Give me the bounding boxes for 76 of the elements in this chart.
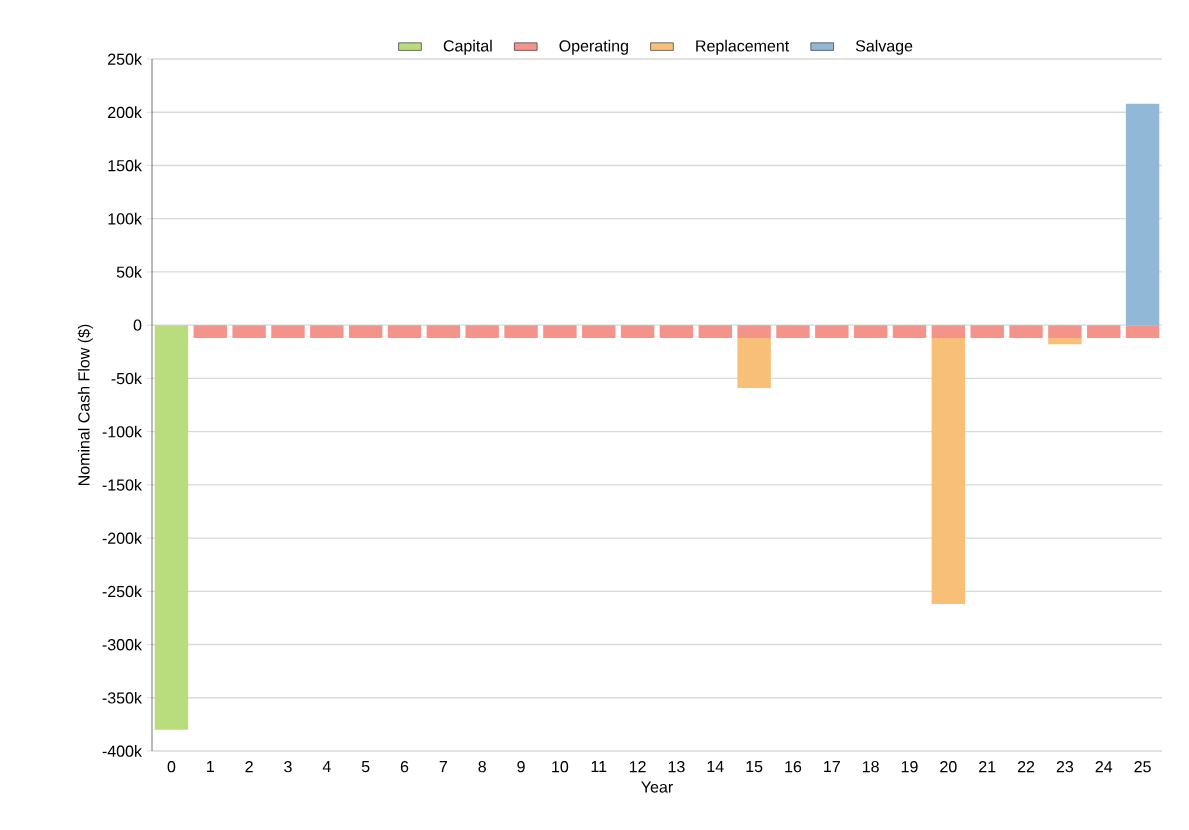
bar (931, 325, 966, 338)
x-tick-label: 0 (167, 761, 176, 773)
y-tick-label: -300k (102, 638, 142, 651)
bar (698, 325, 732, 338)
bar (426, 325, 461, 338)
bar (582, 325, 616, 338)
bar (348, 325, 383, 338)
y-tick-label: 50k (116, 266, 142, 278)
y-tick-label: -100k (102, 425, 142, 438)
y-tick-label: -350k (102, 691, 142, 704)
x-tick-label: 9 (517, 761, 525, 773)
y-tick-label: -50k (111, 372, 142, 385)
bar (1009, 325, 1043, 338)
x-tick-label: 2 (245, 761, 253, 773)
y-tick-label: 150k (108, 159, 142, 172)
x-tick-label: 14 (707, 761, 724, 773)
x-tick-label: 10 (552, 761, 569, 773)
x-tick-label: 19 (901, 761, 918, 773)
bar (154, 325, 189, 730)
x-tick-label: 7 (439, 761, 447, 773)
bar (776, 325, 810, 338)
x-tick-label: 3 (284, 761, 292, 773)
x-axis-title: Year (641, 781, 673, 793)
y-tick-label: 100k (108, 212, 142, 225)
x-tick-label: 22 (1017, 761, 1035, 773)
x-tick-label: 18 (862, 761, 879, 773)
legend-label: Operating (559, 39, 628, 55)
bar (1048, 337, 1082, 345)
x-tick-label: 15 (746, 761, 763, 773)
x-tick-label: 20 (940, 761, 957, 773)
y-tick-label: -200k (102, 532, 142, 544)
bar (892, 325, 927, 338)
bar (504, 325, 538, 338)
x-tick-label: 4 (322, 761, 331, 773)
bar (310, 325, 344, 338)
bar (931, 337, 966, 605)
x-tick-label: 6 (400, 761, 409, 773)
bar (737, 337, 771, 388)
bar (620, 325, 655, 338)
legend-label: Capital (443, 39, 492, 55)
x-tick-label: 8 (478, 761, 486, 773)
bar (815, 325, 849, 338)
x-tick-label: 16 (785, 761, 802, 773)
x-tick-label: 23 (1056, 761, 1074, 773)
bar (970, 325, 1004, 338)
x-tick-label: 1 (207, 761, 214, 773)
x-tick-label: 24 (1095, 761, 1113, 773)
y-tick-label: -400k (102, 745, 142, 757)
bar (232, 325, 266, 338)
x-tick-label: 13 (668, 761, 685, 773)
bar (1048, 325, 1082, 338)
bar (271, 325, 305, 338)
bar (1125, 325, 1160, 338)
x-tick-label: 11 (591, 761, 607, 773)
y-tick-label: -150k (102, 478, 142, 491)
bar (465, 325, 499, 338)
bar (387, 325, 422, 338)
y-axis-title: Nominal Cash Flow ($) (77, 324, 93, 486)
x-tick-label: 25 (1134, 761, 1151, 773)
bar (193, 325, 227, 338)
bar (1087, 325, 1121, 338)
y-tick-label: 200k (108, 106, 142, 119)
bar (737, 325, 771, 338)
x-tick-label: 12 (629, 761, 646, 773)
bar (543, 325, 577, 338)
x-tick-label: 17 (824, 761, 840, 773)
y-tick-label: 0 (133, 319, 142, 331)
legend-label: Salvage (855, 39, 913, 55)
y-tick-label: -250k (102, 585, 142, 598)
legend-label: Replacement (696, 39, 790, 55)
y-tick-label: 250k (108, 53, 142, 65)
bar (1125, 103, 1160, 326)
x-tick-label: 21 (979, 761, 996, 773)
bar (853, 325, 888, 338)
bar (659, 325, 694, 338)
x-tick-label: 5 (361, 761, 370, 773)
